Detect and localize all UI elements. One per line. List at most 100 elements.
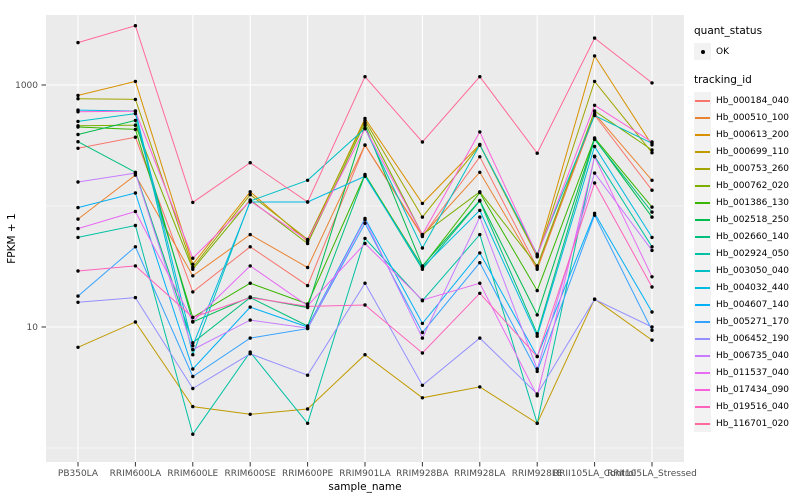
data-point: [650, 338, 654, 342]
data-point: [650, 275, 654, 279]
data-point: [248, 190, 252, 194]
data-point: [133, 135, 138, 139]
data-point: [133, 264, 138, 268]
data-point: [133, 295, 138, 300]
legend-quant-status: quant_status OK: [694, 25, 800, 60]
legend-item-label: Hb_002518_250: [716, 214, 790, 225]
data-point: [478, 155, 482, 159]
legend-tracking-id: tracking_id Hb_000184_040 Hb_000510_100 Hb…: [694, 74, 800, 432]
legend-item-label: Hb_000762_020: [716, 180, 790, 191]
data-point: [535, 332, 539, 336]
x-tick-label: PB350LA: [58, 469, 99, 479]
data-point: [133, 97, 138, 102]
line-swatch: [694, 296, 711, 313]
data-point: [248, 199, 252, 203]
x-axis-title: sample_name: [328, 481, 401, 493]
data-point: [420, 246, 425, 250]
data-point: [650, 178, 654, 182]
data-point: [305, 326, 310, 330]
legend-item-Hb_006735_040: Hb_006735_040: [694, 347, 800, 364]
data-point: [191, 256, 195, 260]
data-point: [133, 245, 138, 249]
data-point: [191, 315, 195, 320]
data-point: [592, 79, 597, 84]
data-point: [76, 269, 80, 273]
line-swatch-color: [695, 388, 710, 391]
data-point: [248, 193, 252, 197]
data-point: [535, 313, 539, 317]
legend-item-Hb_116701_020: Hb_116701_020: [694, 415, 800, 432]
x-tick-label: RRIM928BA: [396, 469, 449, 479]
data-point: [133, 24, 138, 28]
line-swatch-color: [695, 218, 710, 221]
data-point: [191, 341, 195, 345]
data-point: [76, 97, 80, 101]
data-point: [592, 36, 597, 40]
data-point: [133, 171, 138, 175]
x-tick-label: RRIM928LE: [512, 469, 563, 479]
legend-item-Hb_000510_100: Hb_000510_100: [694, 109, 800, 126]
line-swatch: [694, 381, 711, 398]
line-swatch: [694, 330, 711, 347]
legend-item-ok: OK: [694, 43, 800, 60]
data-point: [133, 191, 138, 195]
line-swatch-color: [695, 405, 710, 408]
data-point: [592, 297, 597, 302]
x-tick-label: RRIM600PE: [282, 469, 334, 479]
line-swatch-color: [695, 371, 710, 374]
data-point: [248, 232, 252, 237]
ok-point-icon: [700, 49, 705, 54]
data-point: [305, 241, 310, 246]
legend-item-label: Hb_004607_140: [716, 299, 790, 310]
data-point: [650, 151, 654, 155]
data-point: [191, 367, 195, 371]
legend-item-Hb_004607_140: Hb_004607_140: [694, 296, 800, 313]
data-point: [592, 155, 597, 159]
data-point: [191, 374, 195, 379]
data-point: [133, 111, 138, 116]
data-point: [535, 151, 539, 155]
data-point: [420, 265, 425, 270]
legend-item-label: Hb_002924_050: [716, 248, 790, 259]
data-point: [592, 54, 597, 58]
line-swatch: [694, 364, 711, 381]
data-point: [650, 310, 654, 314]
data-point: [478, 232, 482, 237]
data-point: [478, 215, 482, 219]
data-point: [133, 123, 138, 127]
legend-item-label: Hb_002660_140: [716, 231, 790, 242]
line-swatch-color: [695, 235, 710, 238]
x-tick-label: RRIM600SE: [224, 469, 276, 479]
legend-item-label: Hb_005271_170: [716, 316, 790, 327]
data-point: [650, 148, 654, 152]
line-swatch-color: [695, 201, 710, 204]
data-point: [363, 143, 367, 147]
line-swatch: [694, 194, 711, 211]
legend-title-quant-status: quant_status: [694, 25, 763, 37]
data-point: [478, 170, 482, 174]
data-point: [248, 412, 252, 416]
data-point: [248, 161, 252, 165]
line-swatch: [694, 398, 711, 415]
line-swatch: [694, 228, 711, 245]
legend-item-label: Hb_001386_130: [716, 197, 790, 208]
data-point: [248, 352, 252, 356]
data-point: [191, 386, 195, 391]
data-point: [76, 300, 80, 304]
legend-item-label: Hb_019516_040: [716, 401, 790, 412]
data-point: [592, 213, 597, 217]
data-point: [535, 288, 539, 293]
data-point: [248, 281, 252, 285]
x-tick-label: RRII105LA_Stressed: [607, 469, 697, 479]
data-point: [478, 190, 482, 195]
line-swatch: [694, 245, 711, 262]
legend-item-label: Hb_000753_260: [716, 163, 790, 174]
x-tick-label: RRIM600LA: [110, 469, 162, 479]
legend-item-Hb_002518_250: Hb_002518_250: [694, 211, 800, 228]
data-point: [592, 137, 597, 142]
data-point: [76, 125, 80, 129]
data-point: [305, 178, 310, 182]
data-point: [420, 321, 425, 326]
tick-labels: 10 1000 PB350LA RRIM600LA RRIM600LE RRIM600SE…: [15, 81, 697, 479]
legend-item-Hb_000753_260: Hb_000753_260: [694, 160, 800, 177]
